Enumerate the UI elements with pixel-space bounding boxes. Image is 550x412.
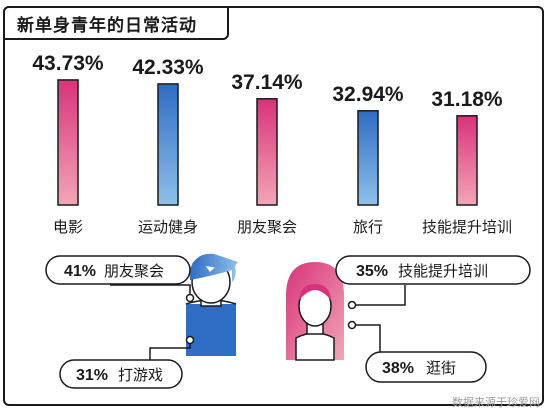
callout-female-2-pct: 38% xyxy=(382,360,414,377)
category-label-2: 运动健身 xyxy=(138,218,198,236)
callout-female-1: 35% 技能提升培训 xyxy=(335,255,531,285)
callout-male-1-label: 朋友聚会 xyxy=(104,262,164,280)
bar-value-label-1: 43.73% xyxy=(32,52,104,75)
male-figure xyxy=(185,253,238,356)
callout-female-2: 38% 逛街 xyxy=(365,351,487,383)
frame-border xyxy=(3,6,544,406)
bar-value-label-2: 42.33% xyxy=(132,56,204,79)
bar-3 xyxy=(256,98,278,206)
bar-1 xyxy=(57,79,79,206)
callout-male-2-pct: 31% xyxy=(76,367,108,384)
bar-group: 43.73% 电影 42.33% 运动健身 37.14% 朋友聚会 32.94% 旅行 31.1… xyxy=(32,52,512,236)
connector-lines xyxy=(110,284,406,364)
connector-dots xyxy=(185,293,357,345)
callout-male-2: 31% 打游戏 xyxy=(59,359,183,389)
bar-value-label-4: 32.94% xyxy=(332,83,404,106)
callout-male-1: 41% 朋友聚会 xyxy=(45,255,191,285)
callout-female-1-pct: 35% xyxy=(356,263,388,280)
callout-female-2-label: 逛街 xyxy=(426,359,456,377)
callout-male-2-label: 打游戏 xyxy=(118,366,163,384)
bar-4 xyxy=(357,110,379,206)
category-label-1: 电影 xyxy=(53,218,83,236)
bar-value-label-5: 31.18% xyxy=(431,88,503,111)
bar-value-label-3: 37.14% xyxy=(231,71,303,94)
page-title: 新单身青年的日常活动 xyxy=(3,6,229,40)
category-label-5: 技能提升培训 xyxy=(422,218,512,236)
callout-female-1-label: 技能提升培训 xyxy=(398,262,488,280)
bar-5 xyxy=(456,115,478,206)
male-shirt xyxy=(186,304,236,356)
female-figure xyxy=(286,262,344,361)
female-shirt xyxy=(295,332,335,361)
source-note: 数据来源于珍爱网 xyxy=(452,396,540,409)
category-label-4: 旅行 xyxy=(353,218,383,236)
bar-2 xyxy=(157,83,179,206)
callout-male-1-pct: 41% xyxy=(64,263,96,280)
category-label-3: 朋友聚会 xyxy=(237,218,297,236)
